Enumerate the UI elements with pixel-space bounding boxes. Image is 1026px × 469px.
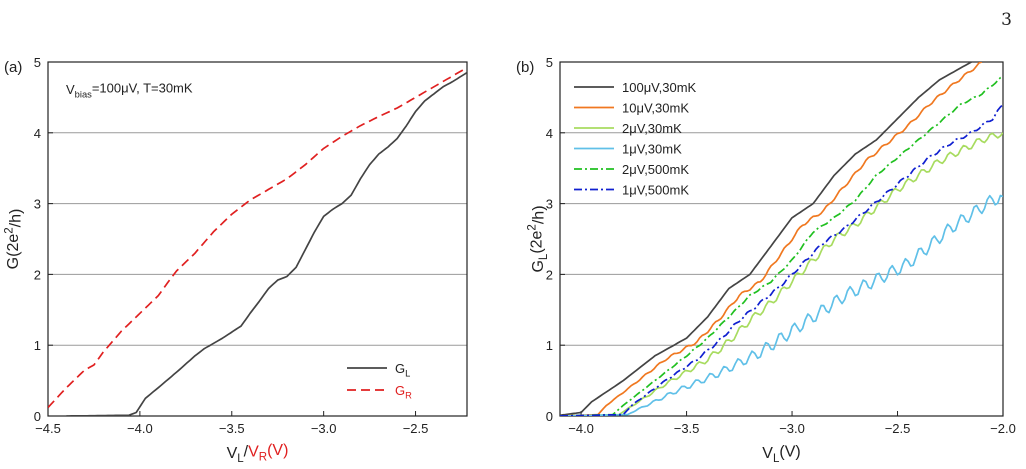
legend-label: 100μV,30mK: [622, 80, 697, 95]
y-axis-label: G(2e2​/h): [3, 209, 24, 270]
page-number: 3: [1001, 10, 1012, 30]
chart-panel-b: −4.0 −3.5 −3.0 −2.5 −2.0 0 1 2 3 4 5 (b) VL​(V) GL​(2…: [516, 55, 1016, 465]
series-line-1: [560, 62, 983, 416]
x-tick-label: −3.5: [674, 421, 700, 436]
x-tick-label: −3.0: [779, 421, 805, 436]
legend-label: 2μV,500mK: [622, 162, 689, 177]
legend-label: 2μV,30mK: [622, 121, 682, 136]
y-tick-label: 5: [546, 55, 553, 70]
condition-annotation: Vbias​=100μV, T=30mK: [66, 81, 193, 100]
legend-label: 1μV,500mK: [622, 183, 689, 198]
y-tick-label: 2: [34, 267, 41, 282]
y-tick-label: 4: [34, 126, 41, 141]
x-tick-label: −2.5: [403, 421, 429, 436]
plot-frame: [47, 61, 468, 417]
x-tick-label: −2.5: [885, 421, 911, 436]
legend: GL​ GR​: [347, 361, 412, 400]
series-line-3: [560, 194, 1003, 416]
panel-label: (b): [516, 59, 534, 76]
x-tick-label: −4.5: [35, 421, 61, 436]
x-axis-label: VL​/VR​(V): [227, 442, 289, 465]
y-tick-label: 3: [34, 197, 41, 212]
y-tick-label: 1: [34, 338, 41, 353]
y-tick-label: 0: [34, 409, 41, 424]
series-line-0: [66, 71, 467, 416]
x-tick-label: −4.0: [127, 421, 153, 436]
y-tick-label: 0: [546, 409, 553, 424]
x-tick-label: −2.0: [990, 421, 1016, 436]
series-line-1: [48, 66, 467, 409]
y-tick-label: 2: [546, 267, 553, 282]
y-axis-label: GL​(2e2​/h): [527, 205, 550, 272]
x-tick-label: −3.0: [311, 421, 337, 436]
x-tick-label: −4.0: [568, 421, 594, 436]
series-line-2: [560, 132, 1003, 416]
chart-panel-a: −4.5 −4.0 −3.5 −3.0 −2.5 0 1 2 3 4 5 (a) VL​/VR​(V) G…: [3, 55, 468, 465]
legend-label: GR​: [395, 383, 412, 400]
legend: 100μV,30mK 10μV,30mK 2μV,30mK 1μV,30mK 2μV,5…: [574, 80, 697, 198]
panel-label: (a): [4, 59, 22, 76]
y-tick-label: 3: [546, 197, 553, 212]
legend-label: 1μV,30mK: [622, 142, 682, 157]
plot-frame: [559, 61, 1004, 417]
x-tick-label: −3.5: [219, 421, 245, 436]
series-line-4: [560, 75, 1003, 416]
legend-label: GL​: [395, 361, 410, 378]
series-line-0: [560, 62, 972, 416]
y-tick-label: 4: [546, 126, 553, 141]
y-tick-label: 1: [546, 338, 553, 353]
series-line-5: [560, 103, 1003, 416]
x-axis-label: VL​(V): [762, 443, 800, 465]
legend-label: 10μV,30mK: [622, 101, 689, 116]
y-tick-label: 5: [34, 55, 41, 70]
